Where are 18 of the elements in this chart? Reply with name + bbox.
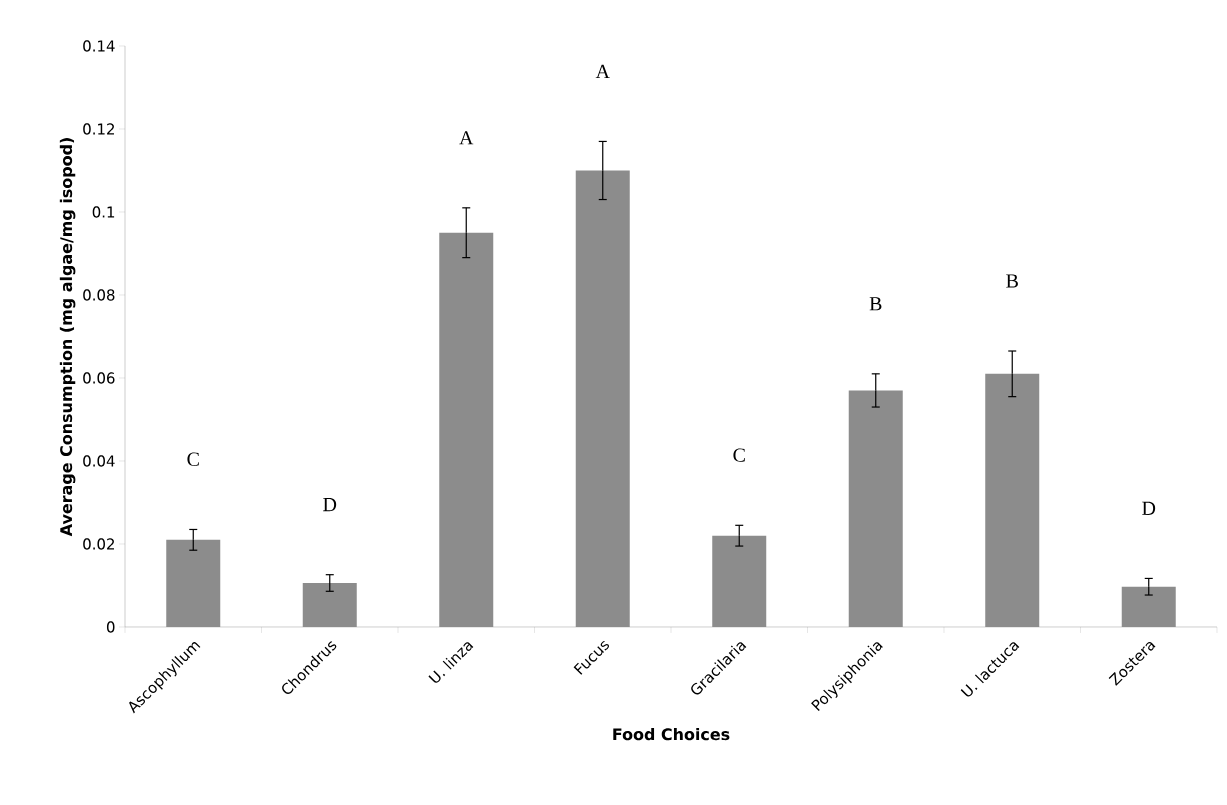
y-tick-label: 0.14 bbox=[83, 40, 115, 52]
annotation: A bbox=[595, 64, 610, 78]
y-axis-title: Average Consumption (mg algae/mg isopod) bbox=[59, 138, 76, 537]
annotation: B bbox=[869, 297, 882, 311]
y-tick-label: 0.06 bbox=[83, 372, 115, 384]
y-tick-label: 0.08 bbox=[83, 289, 115, 301]
x-axis-title: Food Choices bbox=[613, 727, 730, 741]
y-tick-label: 0.02 bbox=[83, 538, 114, 550]
annotation: C bbox=[187, 452, 199, 466]
y-tick-label: 0.04 bbox=[83, 455, 115, 467]
y-tick-label: 0 bbox=[106, 621, 115, 633]
annotation: B bbox=[1006, 274, 1018, 288]
annotation: C bbox=[733, 448, 745, 462]
y-tick-label: 0.1 bbox=[92, 206, 115, 218]
annotation: A bbox=[459, 131, 474, 145]
annotation: D bbox=[323, 498, 337, 512]
y-tick-label: 0.12 bbox=[83, 123, 114, 135]
annotation: D bbox=[1142, 501, 1156, 515]
